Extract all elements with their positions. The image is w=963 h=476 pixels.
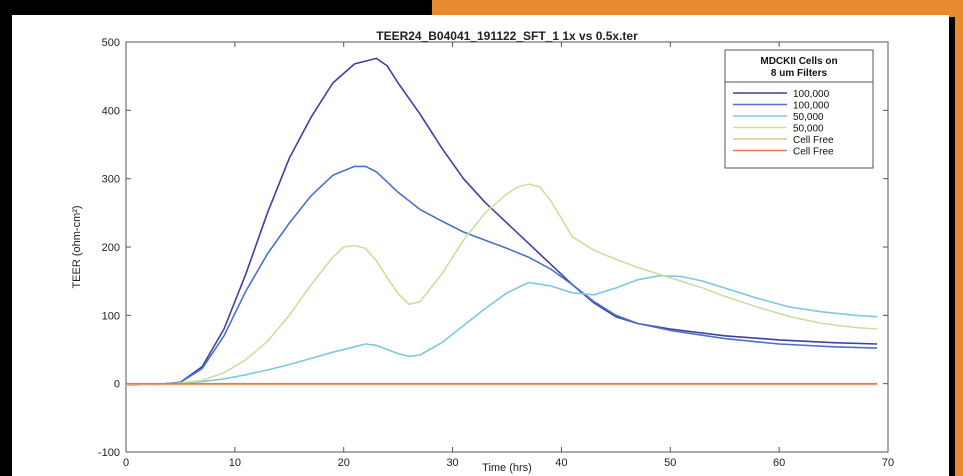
- y-tick-label: 0: [114, 379, 120, 391]
- y-tick-label: 200: [102, 242, 120, 254]
- orange-header-band: [432, 0, 963, 17]
- teer-line-chart: TEER24_B04041_191122_SFT_1 1x vs 0.5x.te…: [71, 29, 894, 474]
- y-tick-label: 400: [102, 105, 120, 117]
- x-tick-label: 30: [446, 457, 458, 469]
- y-tick-label: 300: [102, 174, 120, 186]
- x-tick-label: 20: [338, 457, 350, 469]
- series-line-2: [125, 165, 878, 386]
- series-line-3: [125, 274, 878, 386]
- legend-label-2: 100,000: [793, 101, 830, 112]
- legend-box: [724, 49, 874, 169]
- orange-right-border: [955, 0, 963, 476]
- legend-label-6: Cell Free: [793, 147, 834, 158]
- legend: MDCKII Cells on 8 um Filters 100,000100,…: [724, 49, 874, 169]
- x-tick-label: 60: [773, 457, 785, 469]
- series-line-4: [125, 183, 878, 386]
- chart-title: TEER24_B04041_191122_SFT_1 1x vs 0.5x.te…: [376, 29, 638, 43]
- legend-label-4: 50,000: [793, 124, 824, 135]
- y-axis-label: TEER (ohm-cm²): [71, 205, 83, 288]
- series-lines: [125, 57, 878, 386]
- legend-title-line-2: 8 um Filters: [771, 68, 828, 79]
- x-tick-label: 40: [555, 457, 567, 469]
- legend-label-1: 100,000: [793, 89, 830, 100]
- y-tick-label: -100: [98, 447, 120, 459]
- legend-label-5: Cell Free: [793, 135, 834, 146]
- legend-label-3: 50,000: [793, 112, 824, 123]
- x-tick-label: 50: [664, 457, 676, 469]
- y-tick-label: 500: [102, 37, 120, 49]
- x-tick-label: 10: [229, 457, 241, 469]
- y-tick-label: 100: [102, 310, 120, 322]
- x-tick-label: 0: [123, 457, 129, 469]
- x-axis-label: Time (hrs): [482, 462, 532, 474]
- legend-title-line-1: MDCKII Cells on: [760, 56, 837, 67]
- chart-panel: TEER24_B04041_191122_SFT_1 1x vs 0.5x.te…: [12, 15, 949, 476]
- x-tick-label: 70: [882, 457, 894, 469]
